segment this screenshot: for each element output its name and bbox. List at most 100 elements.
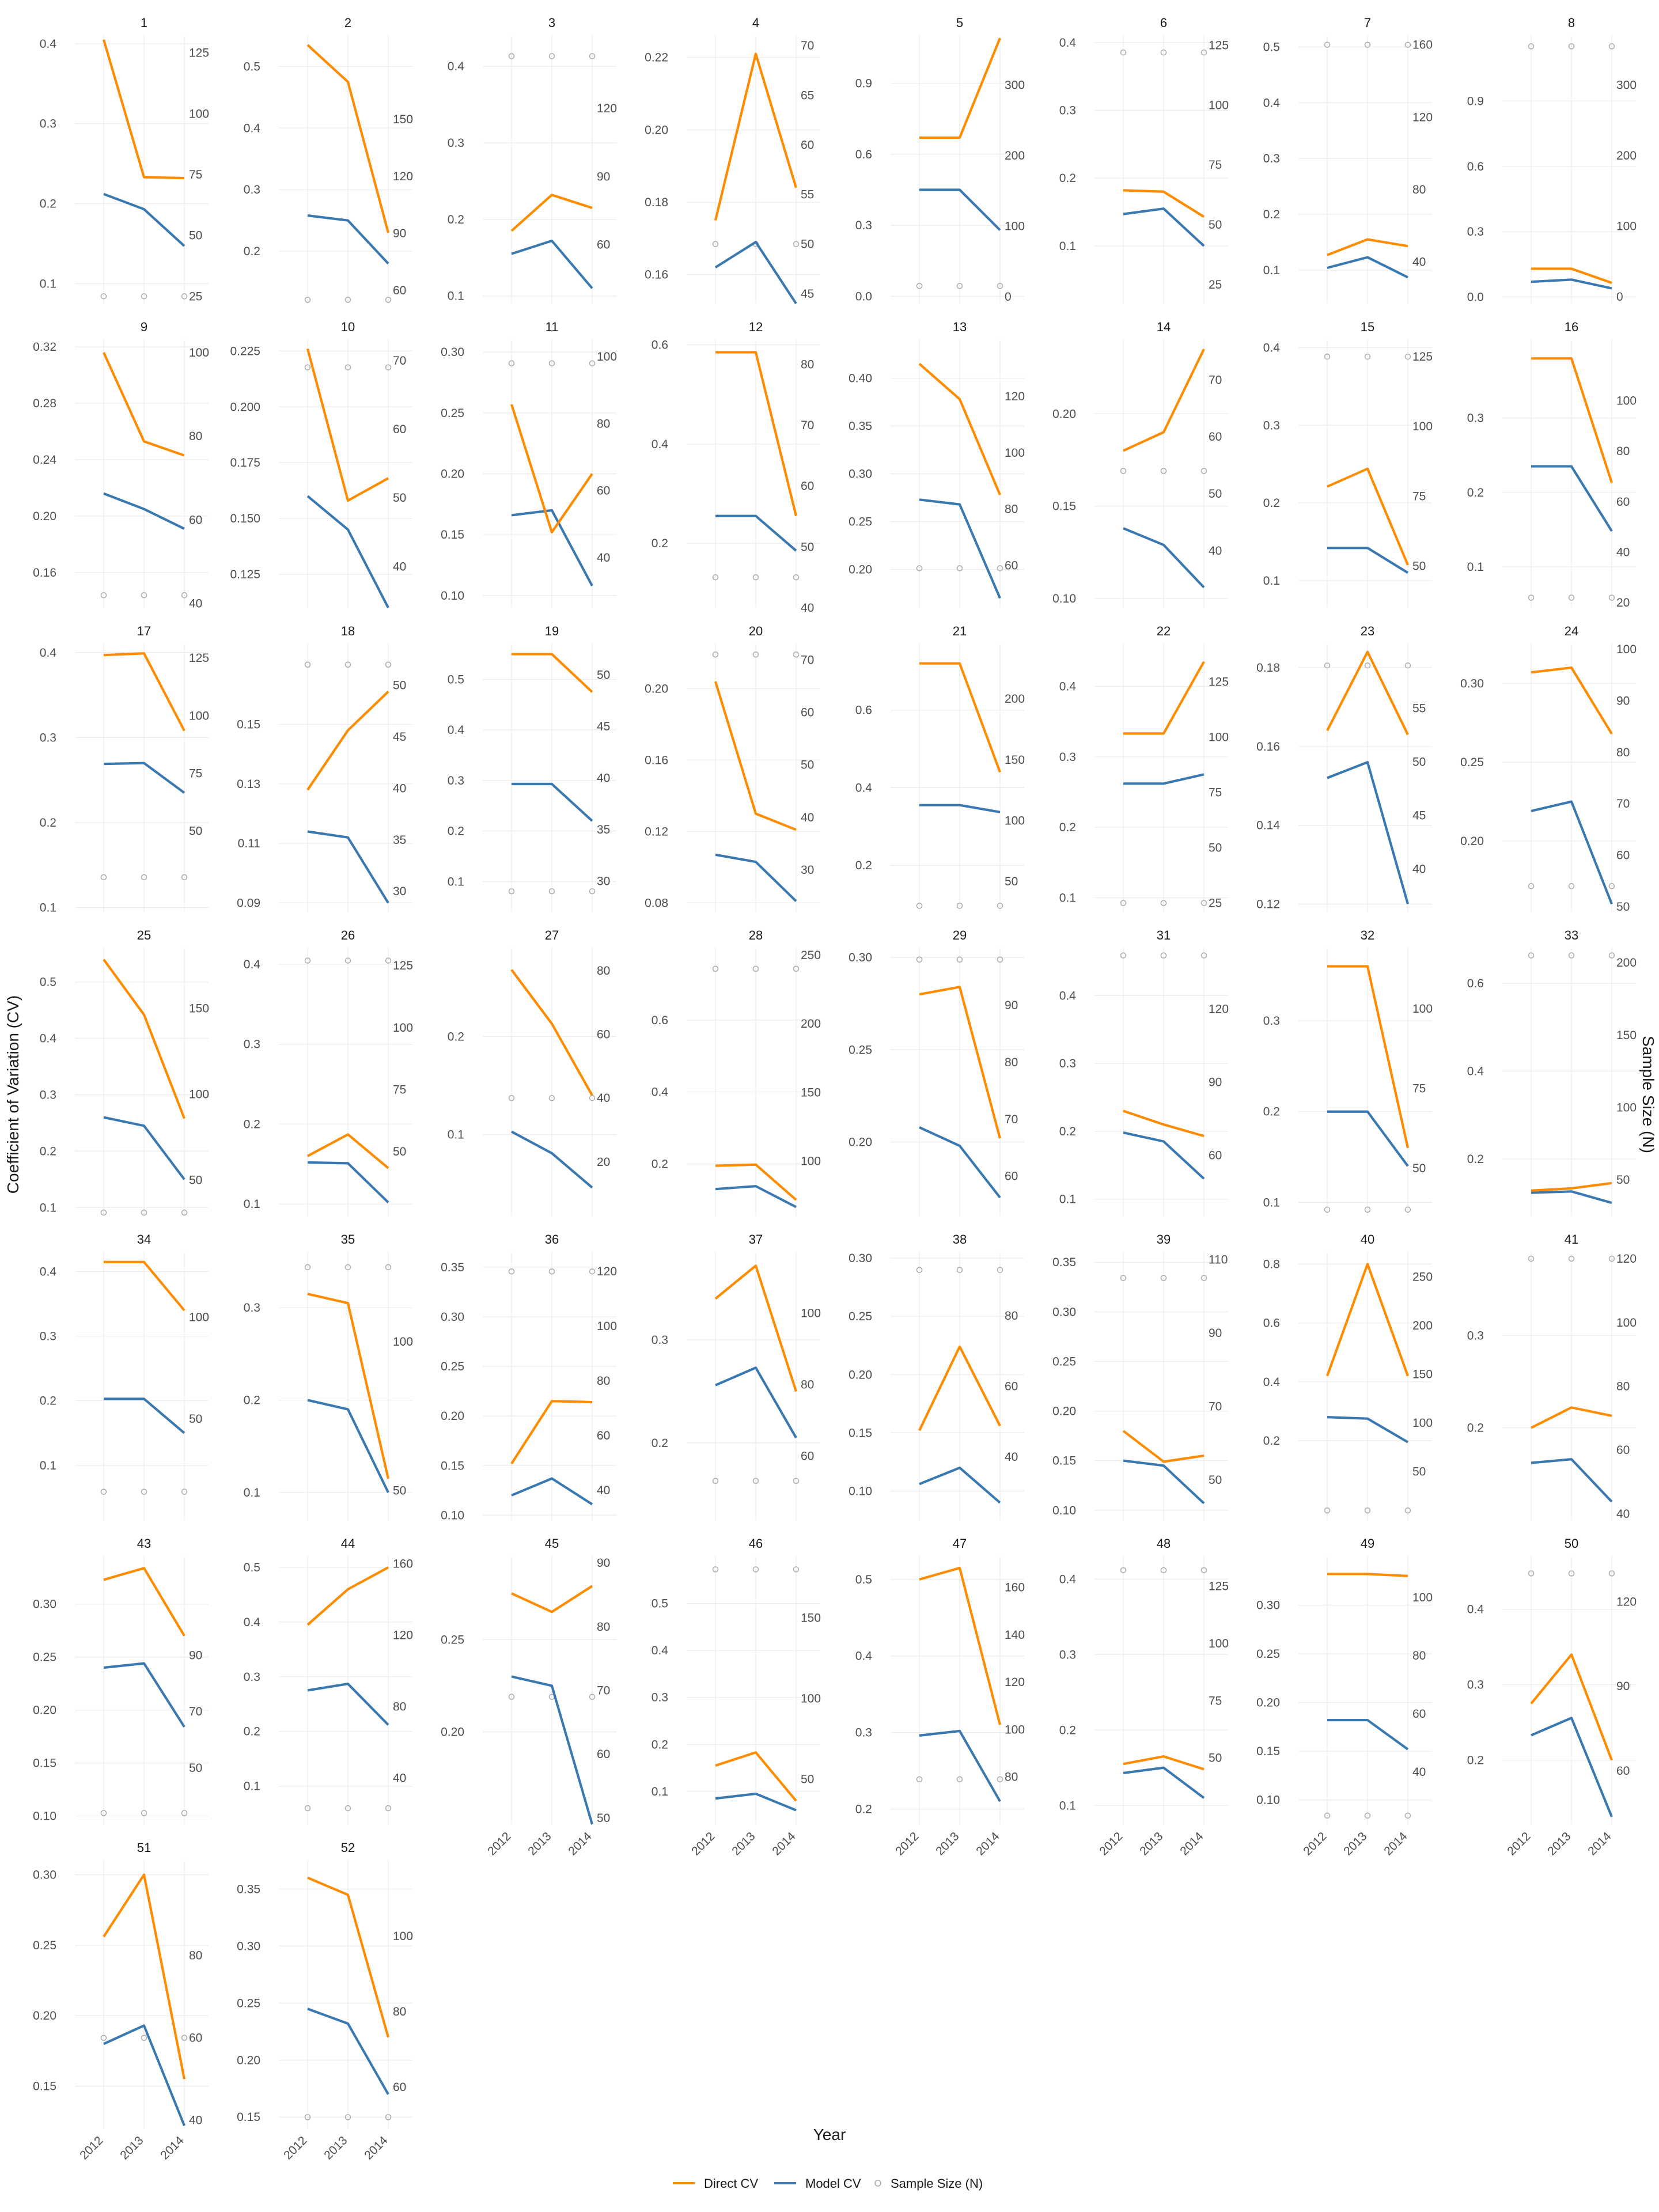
y-tick-label: 0.30 [237, 1940, 260, 1953]
model-cv-line [103, 1116, 185, 1180]
n-tick-label: 80 [597, 1374, 610, 1388]
panel-29: 29 0.20 0.25 0.30 60 70 80 90 [849, 928, 1024, 1216]
panel-15: 15 0.1 0.2 0.3 0.4 50 75 100 125 [1263, 320, 1433, 608]
sample-size-point [1200, 900, 1207, 906]
n-tick-label: 40 [189, 597, 202, 611]
sample-size-point [1200, 952, 1207, 959]
panel-title: 33 [1565, 928, 1578, 942]
n-tick-label: 40 [597, 1092, 610, 1105]
sample-size-point [589, 1268, 596, 1275]
y-tick-label: 0.2 [1263, 1434, 1280, 1448]
y-tick-label: 0.2 [244, 1118, 260, 1131]
n-tick-label: 60 [801, 138, 814, 151]
direct-cv-line [919, 986, 1002, 1139]
direct-cv-line [102, 39, 185, 180]
y-tick-label: 0.0 [1467, 291, 1484, 304]
n-tick-label: 60 [597, 238, 610, 252]
y-tick-label: 0.4 [652, 1644, 669, 1657]
panel-title: 31 [1157, 928, 1171, 942]
direct-cv-line [1530, 1653, 1613, 1761]
sample-size-point [385, 364, 392, 370]
y-tick-label: 0.4 [40, 646, 57, 660]
direct-cv-line [1123, 349, 1205, 452]
model-cv-line [511, 1675, 594, 1825]
y-tick-label: 0.4 [1263, 1376, 1281, 1389]
sample-size-point [1200, 468, 1207, 474]
n-tick-label: 250 [1412, 1270, 1433, 1283]
y-tick-label: 0.4 [40, 1032, 57, 1046]
n-tick-label: 70 [1209, 373, 1222, 387]
y-tick-label: 0.2 [1263, 208, 1280, 221]
sample-size-point [1608, 594, 1615, 601]
panel-2: 2 0.2 0.3 0.4 0.5 60 90 120 150 [244, 16, 413, 304]
y-tick-label: 0.2 [652, 1157, 668, 1171]
n-tick-label: 60 [1412, 1707, 1426, 1721]
sample-size-point [344, 1264, 351, 1271]
y-tick-label: 0.3 [244, 1301, 260, 1315]
y-tick-label: 0.3 [40, 1330, 56, 1343]
panel-11: 11 0.10 0.15 0.20 0.25 0.30 40 60 80 100 [441, 320, 617, 608]
y-tick-label: 0.15 [1052, 500, 1076, 513]
n-tick-label: 100 [1209, 99, 1229, 112]
y-tick-label: 0.1 [448, 290, 464, 303]
sample-size-point [589, 888, 596, 895]
y-tick-label: 0.25 [441, 1633, 464, 1646]
sample-size-point [1404, 662, 1411, 669]
sample-size-point [508, 360, 515, 366]
sample-size-point [1160, 1275, 1167, 1281]
sample-size-point [712, 1566, 719, 1573]
y-tick-label: 0.3 [40, 118, 56, 131]
y-tick-label: 0.09 [237, 897, 260, 910]
y-tick-label: 0.2 [244, 245, 260, 258]
n-tick-label: 60 [801, 706, 814, 719]
sample-size-point [793, 1566, 800, 1573]
direct-cv-line [306, 348, 389, 502]
n-tick-label: 90 [1209, 1076, 1222, 1089]
y-tick-label: 0.3 [855, 219, 872, 232]
y-tick-label: 0.4 [652, 1086, 669, 1099]
n-tick-label: 150 [1412, 1368, 1433, 1381]
n-tick-label: 100 [1412, 1002, 1433, 1016]
panel-title: 15 [1361, 320, 1374, 334]
sample-size-point [712, 574, 719, 581]
y-tick-label: 0.40 [849, 372, 872, 385]
y-tick-label: 0.3 [1467, 412, 1484, 425]
n-tick-label: 60 [1616, 495, 1630, 509]
y-tick-label: 0.3 [448, 774, 464, 787]
n-tick-label: 50 [189, 1173, 202, 1187]
panel-title: 5 [956, 16, 963, 30]
sample-size-point [1364, 1812, 1371, 1819]
y-tick-label: 0.4 [652, 438, 669, 451]
n-tick-label: 40 [1616, 1508, 1630, 1521]
panel-5: 5 0.0 0.3 0.6 0.9 0 100 200 300 [855, 16, 1025, 304]
sample-size-point [1404, 41, 1411, 48]
direct-cv-line [512, 653, 593, 693]
model-cv-line [511, 509, 593, 586]
y-tick-label: 0.1 [448, 875, 464, 888]
sample-size-point [1404, 353, 1411, 360]
y-tick-label: 0.15 [237, 2111, 260, 2124]
n-tick-label: 70 [1616, 797, 1630, 810]
n-tick-label: 40 [1209, 544, 1222, 558]
sample-size-point [997, 1776, 1003, 1783]
y-tick-label: 0.3 [1263, 419, 1280, 432]
y-tick-label: 0.3 [1467, 225, 1484, 238]
panel-title: 19 [545, 624, 559, 638]
panel-title: 13 [953, 320, 967, 334]
y-tick-label: 0.4 [1263, 96, 1281, 109]
legend-label-direct-cv: Direct CV [704, 2176, 758, 2191]
n-tick-label: 80 [1412, 1649, 1426, 1662]
sample-size-point [1528, 43, 1535, 50]
y-tick-label: 0.18 [645, 196, 668, 209]
sample-size-point [1120, 1275, 1127, 1281]
n-tick-label: 100 [1209, 730, 1229, 744]
n-tick-label: 80 [189, 1949, 202, 1963]
y-tick-label: 0.2 [1467, 1422, 1484, 1435]
model-cv-line [103, 2024, 185, 2126]
direct-cv-line [1327, 238, 1408, 256]
y-tick-label: 0.2 [1263, 1105, 1280, 1119]
y-tick-label: 0.1 [1263, 264, 1280, 277]
y-tick-label: 0.4 [1059, 989, 1077, 1002]
n-tick-label: 80 [393, 1700, 406, 1713]
sample-size-point [1528, 1255, 1535, 1262]
